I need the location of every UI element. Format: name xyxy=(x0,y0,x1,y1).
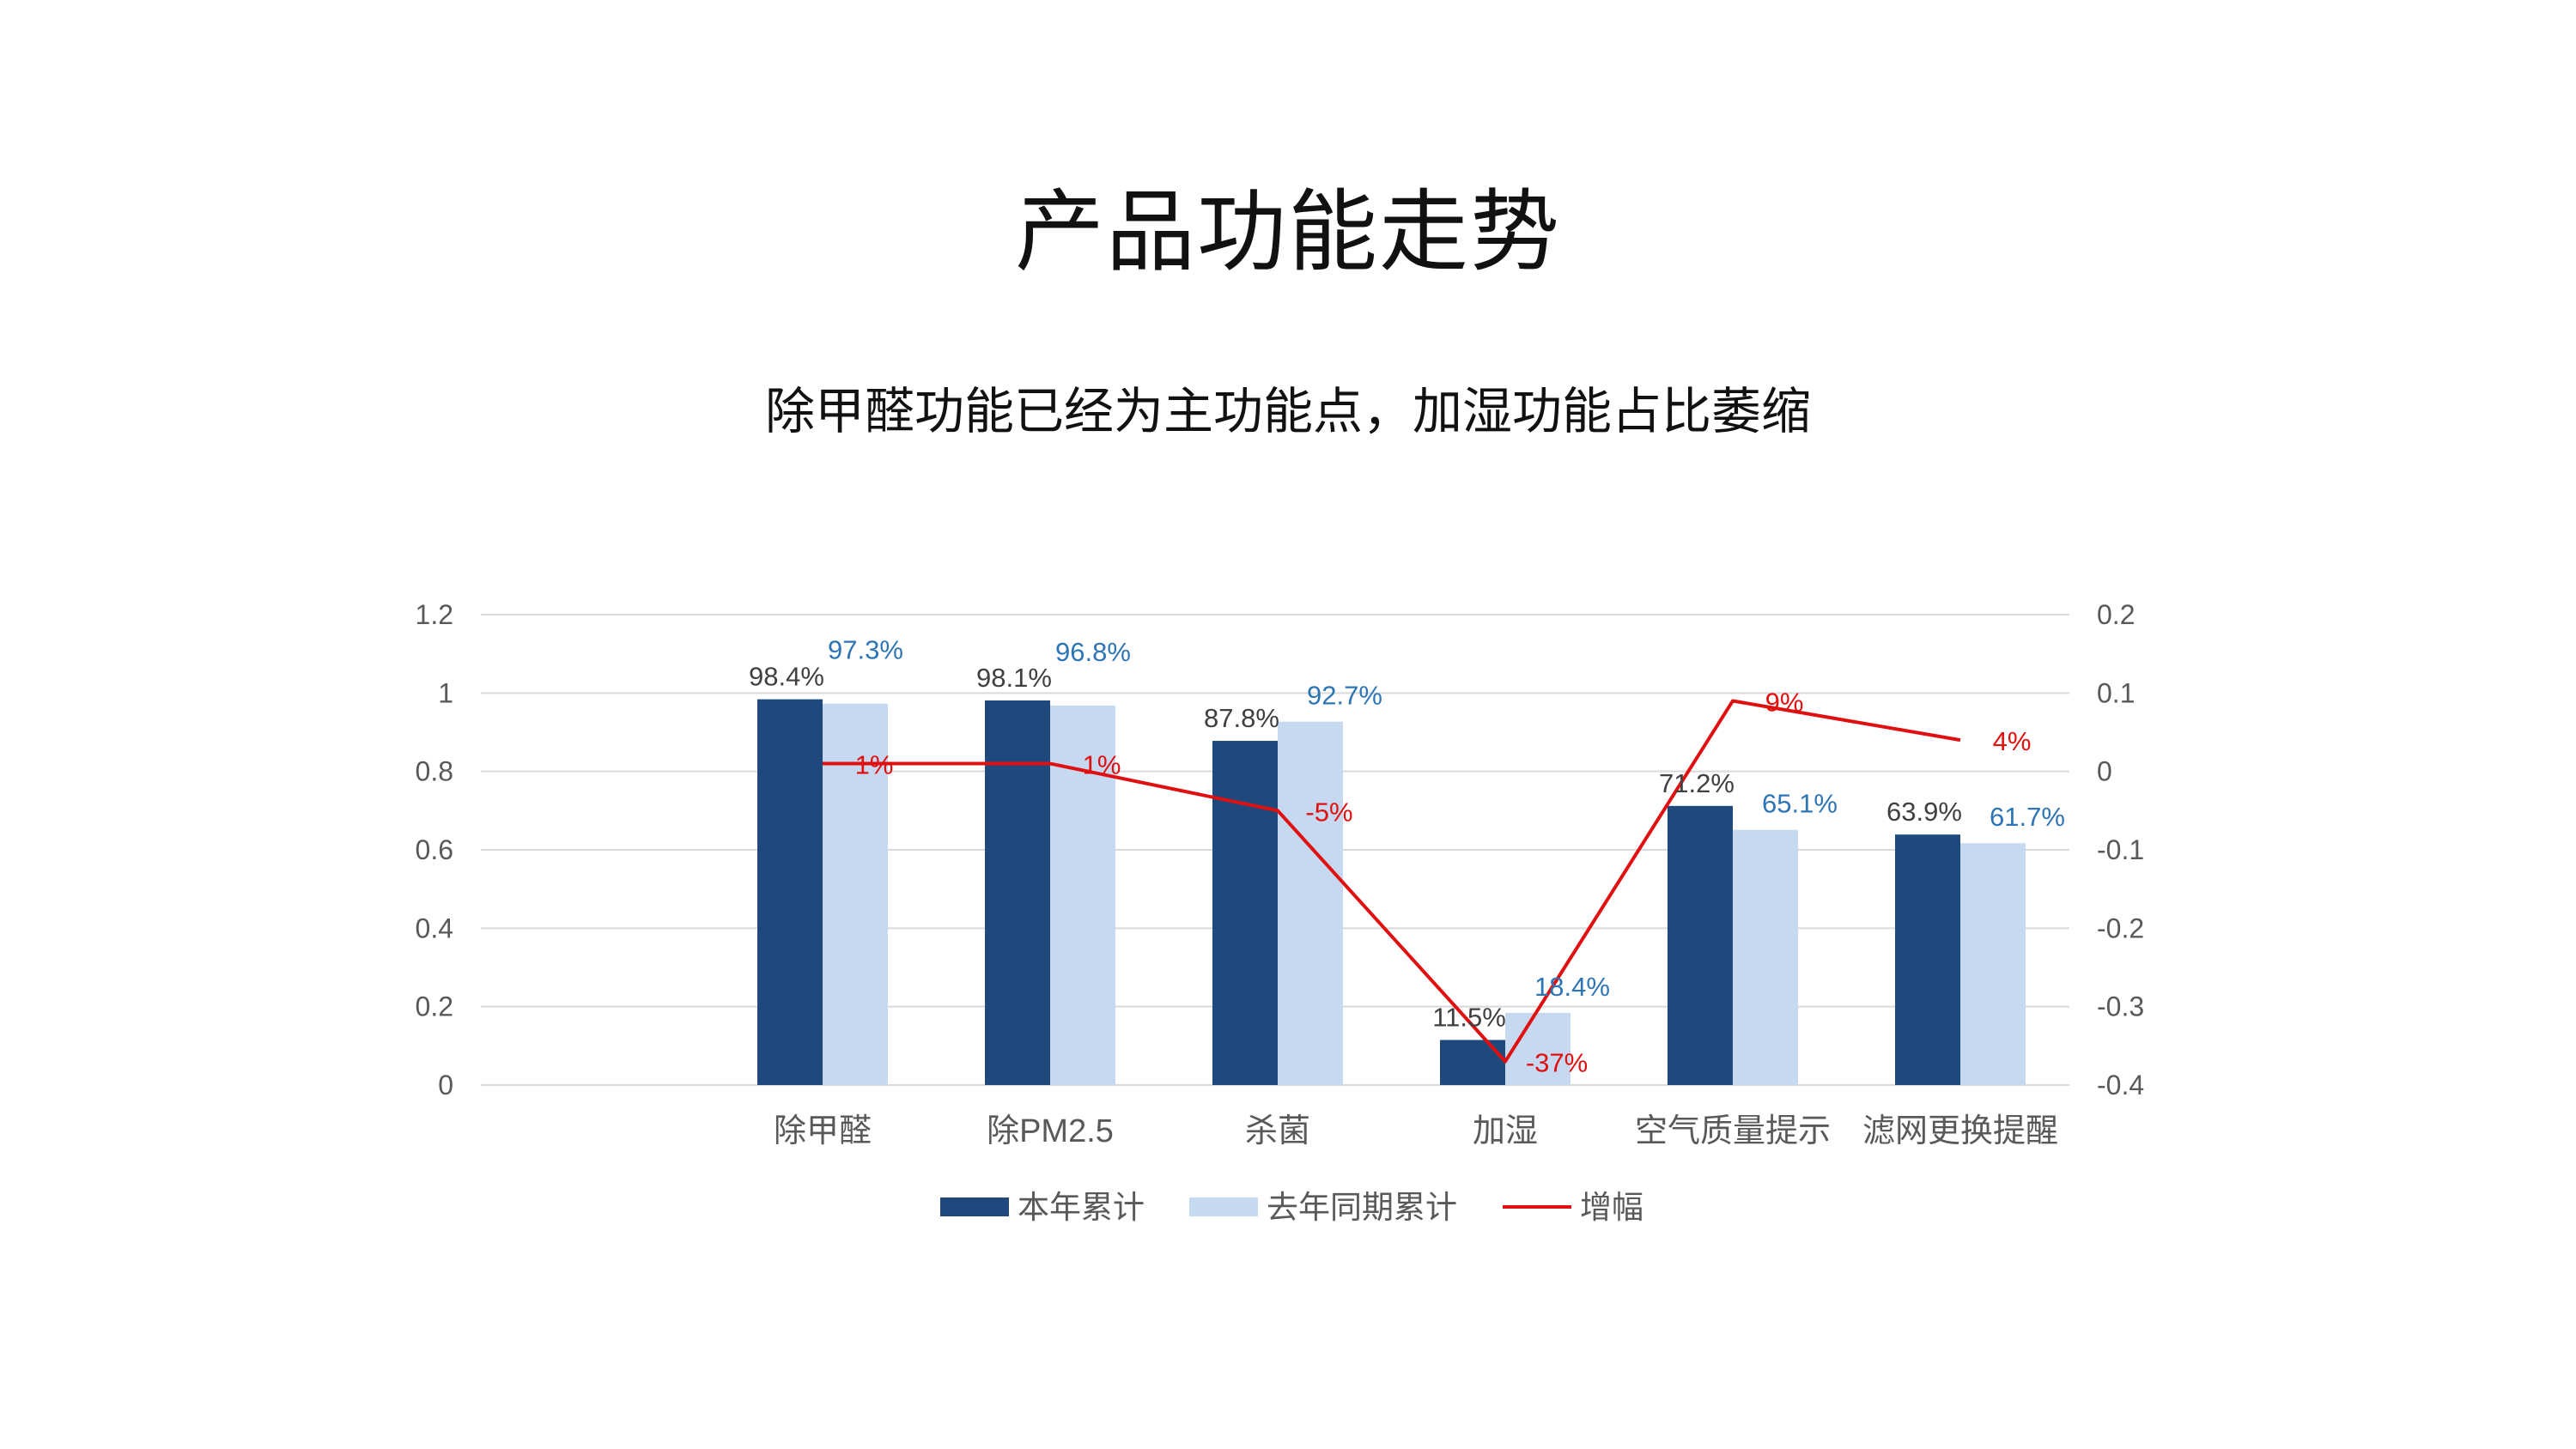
bar-this-year-label: 98.1% xyxy=(976,663,1052,693)
growth-line xyxy=(823,699,1961,1064)
y-right-tick-label: 0.2 xyxy=(2097,599,2135,630)
legend-label-growth: 增幅 xyxy=(1580,1190,1643,1225)
x-category-label: 杀菌 xyxy=(1245,1113,1310,1149)
y-left-tick-label: 0.2 xyxy=(416,991,453,1022)
growth-label: -5% xyxy=(1305,797,1352,827)
y-right-tick-label: 0 xyxy=(2097,756,2112,787)
x-category-label: 滤网更换提醒 xyxy=(1862,1113,2058,1149)
growth-label: 1% xyxy=(1083,750,1121,780)
bar-this-year-label: 98.4% xyxy=(749,662,824,692)
bar-this-year-label: 87.8% xyxy=(1204,703,1279,733)
bar-this-year xyxy=(757,699,823,1085)
y-right-tick-label: 0.1 xyxy=(2097,677,2135,708)
bar-last-year-label: 18.4% xyxy=(1534,972,1610,1002)
x-category-label: 除甲醛 xyxy=(774,1113,872,1149)
bar-last-year xyxy=(1505,1012,1571,1085)
legend-label-last-year: 去年同期累计 xyxy=(1267,1190,1457,1225)
y-left-tick-label: 0 xyxy=(438,1070,453,1100)
bar-this-year xyxy=(1668,805,1733,1085)
y-right-tick-label: -0.2 xyxy=(2097,912,2144,943)
page-subtitle: 除甲醛功能已经为主功能点，加湿功能占比萎缩 xyxy=(764,382,1811,440)
bar-last-year-label: 96.8% xyxy=(1055,637,1131,667)
growth-label: -37% xyxy=(1526,1048,1588,1078)
bar-last-year xyxy=(1960,843,2026,1085)
bar-last-year-label: 61.7% xyxy=(1990,802,2065,832)
bar-this-year xyxy=(985,700,1050,1085)
y-left-tick-label: 0.6 xyxy=(416,834,453,865)
legend-swatch-this-year xyxy=(940,1197,1009,1216)
y-left-tick-label: 0.8 xyxy=(416,756,453,787)
bar-last-year xyxy=(1278,721,1343,1085)
x-category-label: 加湿 xyxy=(1473,1113,1538,1149)
bar-this-year xyxy=(1440,1040,1505,1085)
bar-this-year-label: 63.9% xyxy=(1886,797,1962,827)
growth-label: 1% xyxy=(855,750,894,780)
legend-swatch-last-year xyxy=(1189,1197,1258,1216)
y-right-tick-label: -0.4 xyxy=(2097,1070,2144,1100)
y-right-tick-label: -0.3 xyxy=(2097,991,2144,1022)
bar-last-year-label: 92.7% xyxy=(1307,681,1382,711)
bar-this-year xyxy=(1895,834,1960,1085)
legend-label-this-year: 本年累计 xyxy=(1018,1190,1145,1225)
y-left-tick-label: 0.4 xyxy=(416,912,453,943)
y-right-tick-label: -0.1 xyxy=(2097,834,2144,865)
y-left-tick-label: 1 xyxy=(438,677,453,708)
page-title: 产品功能走势 xyxy=(1014,179,1561,284)
bar-last-year-label: 97.3% xyxy=(828,635,903,665)
x-category-label: 除PM2.5 xyxy=(987,1113,1114,1149)
x-category-label: 空气质量提示 xyxy=(1635,1113,1831,1149)
bar-this-year-label: 11.5% xyxy=(1432,1002,1506,1032)
bar-last-year xyxy=(1733,829,1798,1085)
y-left-tick-label: 1.2 xyxy=(416,599,453,630)
bar-last-year-label: 65.1% xyxy=(1762,789,1838,819)
growth-label: 4% xyxy=(1993,726,2032,756)
bar-this-year xyxy=(1212,741,1278,1085)
growth-label: 9% xyxy=(1765,687,1804,717)
bar-this-year-label: 71.2% xyxy=(1659,768,1735,798)
bar-last-year xyxy=(823,703,888,1085)
